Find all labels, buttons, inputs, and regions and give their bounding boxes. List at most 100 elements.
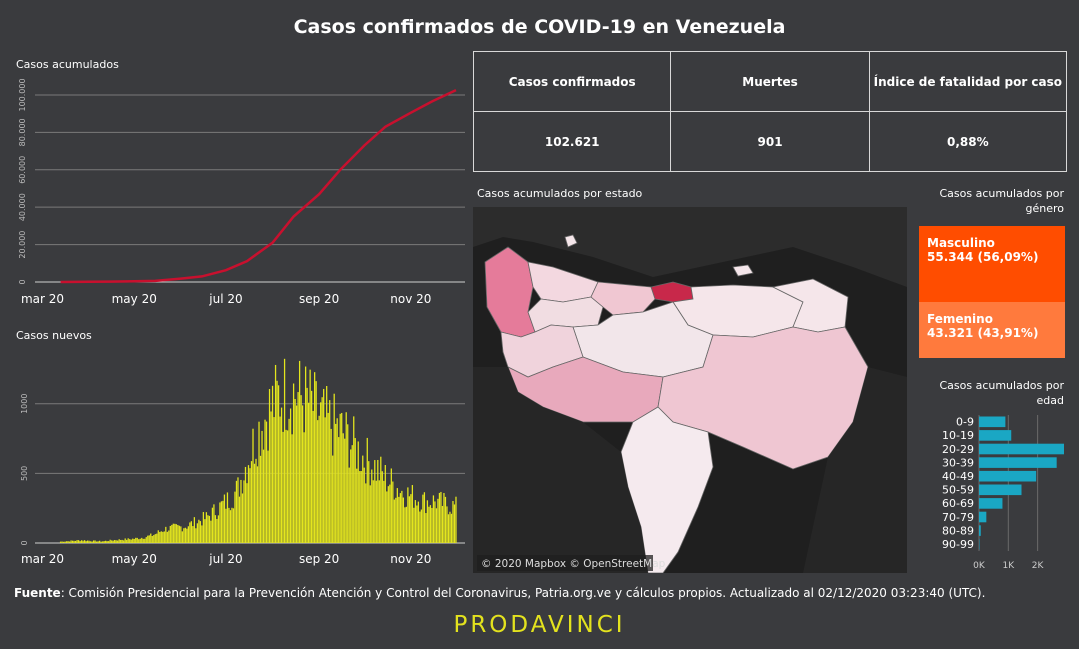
daily-bar [369,485,371,543]
daily-bar [371,469,373,543]
daily-bar [380,456,382,543]
daily-bar [265,421,268,543]
daily-bar [222,500,224,543]
daily-bar [243,480,245,543]
daily-bar [306,387,308,543]
daily-bar [378,480,380,543]
daily-bar [250,461,253,543]
daily-bar [156,533,158,543]
daily-bar [240,479,242,543]
daily-bar [329,400,331,543]
daily-bar [348,467,350,543]
daily-bar [117,540,119,543]
daily-bar [208,515,211,543]
cum-series-line [60,88,457,284]
gender-label: Casos acumulados por género [939,187,1064,215]
cum-y-tick-label: 40.000 [18,193,27,221]
age-bar [979,430,1012,441]
daily-bar [172,523,174,543]
daily-bar [289,408,292,543]
daily-bar [438,492,441,543]
daily-bar [455,496,457,543]
daily-bar [180,526,182,543]
daily-bar [356,468,358,543]
daily-bar [312,410,314,543]
daily-bar [123,540,125,543]
cumulative-chart-label: Casos acumulados [16,58,119,71]
daily-bar [330,428,332,543]
daily-bar [398,496,400,543]
daily-bar [426,500,429,543]
daily-bar [419,511,421,543]
daily-bar [157,530,159,543]
daily-bar [282,431,284,543]
daily-bar [357,441,359,543]
cum-y-tick-label: 100.000 [18,78,27,111]
daily-bar [207,515,209,543]
daily-bar [210,520,212,543]
daily-bar [142,538,144,543]
stats-header-deaths: Muertes [670,51,870,112]
daily-bar [74,540,77,543]
daily-bar [347,424,349,543]
daily-bar [321,397,323,543]
daily-bar [202,512,205,543]
daily-bar [307,402,310,543]
daily-bar [201,525,203,543]
daily-bar [234,491,236,543]
daily-bar [428,506,430,543]
daily-bar [150,533,152,543]
daily-bar [392,481,394,543]
cum-y-tick-label: 60.000 [18,156,27,184]
daily-bar [129,539,131,543]
daily-bar [252,428,254,543]
gender-name-femenino: Femenino [927,312,993,326]
daily-bar [67,541,69,543]
daily-bar [389,484,391,543]
venezuela-states-map[interactable]: © 2020 Mapbox © OpenStreetMap [473,207,907,573]
age-x-tick-label: 1K [1002,561,1015,571]
daily-bar [273,417,275,543]
daily-bar [309,369,311,543]
daily-bar [256,466,259,543]
gender-name-masculino: Masculino [927,236,995,250]
daily-bar [365,483,367,543]
daily-bar [399,493,401,543]
daily-bar [298,360,301,543]
daily-bar [223,494,226,543]
daily-bar [61,541,63,543]
daily-bar [390,468,392,543]
daily-bar [190,521,193,543]
daily-bar [407,487,409,543]
daily-bar [100,541,102,543]
footer-source-label: Fuente [14,586,61,600]
daily-bar [314,372,316,543]
daily-bar [374,460,376,543]
daily-bar [315,381,317,543]
daily-bar [437,498,439,543]
daily-bar [311,390,313,543]
daily-bar [351,445,353,543]
daily-bar [186,528,188,543]
daily-bar [336,418,338,543]
daily-bar [420,509,423,543]
stats-header-fatality: Índice de fatalidad por caso [868,51,1068,112]
daily-bar [268,389,271,543]
daily-bar [441,505,444,543]
daily-bar [264,419,266,543]
daily-bar [452,501,454,543]
daily-bar [353,416,355,543]
daily-bar [320,402,322,543]
daily-bar [159,531,161,543]
daily-bar [199,521,202,543]
daily-bar [77,540,80,543]
daily-bar [177,524,179,543]
daily-bar [216,518,218,543]
daily-bar [73,540,75,543]
daily-bar [387,486,389,543]
daily-bar [139,538,141,543]
daily-x-tick-label: may 20 [112,552,157,566]
daily-bar [271,385,274,543]
daily-bar [184,527,186,543]
cum-x-tick-label: may 20 [112,292,157,306]
